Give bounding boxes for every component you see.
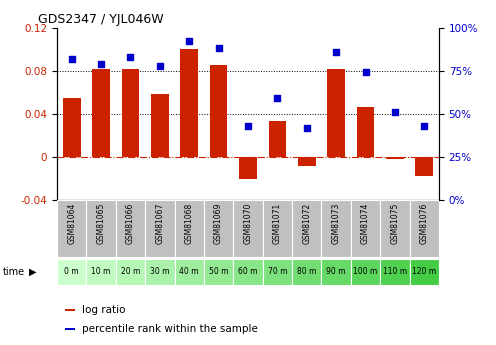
Bar [116,259,145,285]
Bar [151,95,169,157]
Bar [410,200,439,257]
Point [156,63,164,68]
Text: GSM81073: GSM81073 [332,203,341,244]
Bar [145,259,175,285]
Text: GSM81066: GSM81066 [126,203,135,244]
Bar [86,200,116,257]
Bar [145,200,175,257]
Bar [64,309,75,311]
Text: GDS2347 / YJL046W: GDS2347 / YJL046W [38,13,164,27]
Text: GSM81069: GSM81069 [214,203,223,244]
Bar [233,200,263,257]
Bar [92,69,110,157]
Text: GSM81064: GSM81064 [67,203,76,244]
Text: GSM81075: GSM81075 [390,203,399,244]
Text: 70 m: 70 m [268,267,287,276]
Text: GSM81074: GSM81074 [361,203,370,244]
Bar [122,69,139,157]
Text: 100 m: 100 m [353,267,377,276]
Point [391,109,399,115]
Bar [298,157,315,166]
Bar [268,121,286,157]
Bar [57,200,86,257]
Text: 0 m: 0 m [64,267,79,276]
Text: 20 m: 20 m [121,267,140,276]
Text: GSM81065: GSM81065 [97,203,106,244]
Text: log ratio: log ratio [82,305,125,315]
Bar [210,65,228,157]
Text: GSM81072: GSM81072 [302,203,311,244]
Text: time: time [2,267,25,277]
Bar [380,200,410,257]
Text: GSM81070: GSM81070 [244,203,252,244]
Point [303,125,310,130]
Text: GSM81068: GSM81068 [185,203,194,244]
Bar [292,200,321,257]
Bar [175,200,204,257]
Text: 30 m: 30 m [150,267,170,276]
Bar [351,259,380,285]
Point [244,123,252,129]
Bar [321,200,351,257]
Text: 120 m: 120 m [412,267,436,276]
Bar [327,69,345,157]
Text: ▶: ▶ [29,267,36,277]
Point [332,49,340,55]
Text: percentile rank within the sample: percentile rank within the sample [82,324,258,334]
Bar [64,328,75,330]
Point [68,56,76,61]
Bar [204,200,233,257]
Bar [351,200,380,257]
Text: GSM81071: GSM81071 [273,203,282,244]
Text: 90 m: 90 m [326,267,346,276]
Bar [57,259,86,285]
Bar [292,259,321,285]
Text: 50 m: 50 m [209,267,228,276]
Bar [63,98,80,157]
Point [97,61,105,67]
Point [186,39,193,44]
Bar [416,157,433,176]
Bar [386,157,404,159]
Bar [239,157,257,179]
Bar [263,259,292,285]
Bar [380,259,410,285]
Bar [321,259,351,285]
Bar [86,259,116,285]
Bar [263,200,292,257]
Text: GSM81076: GSM81076 [420,203,429,244]
Bar [233,259,263,285]
Point [126,54,134,60]
Text: 60 m: 60 m [238,267,258,276]
Point [215,46,223,51]
Bar [175,259,204,285]
Text: GSM81067: GSM81067 [155,203,164,244]
Bar [116,200,145,257]
Text: 10 m: 10 m [91,267,111,276]
Point [362,70,370,75]
Text: 40 m: 40 m [180,267,199,276]
Bar [204,259,233,285]
Point [420,123,428,129]
Bar [410,259,439,285]
Point [273,96,281,101]
Bar [357,107,374,157]
Text: 110 m: 110 m [383,267,407,276]
Bar [181,49,198,157]
Text: 80 m: 80 m [297,267,316,276]
